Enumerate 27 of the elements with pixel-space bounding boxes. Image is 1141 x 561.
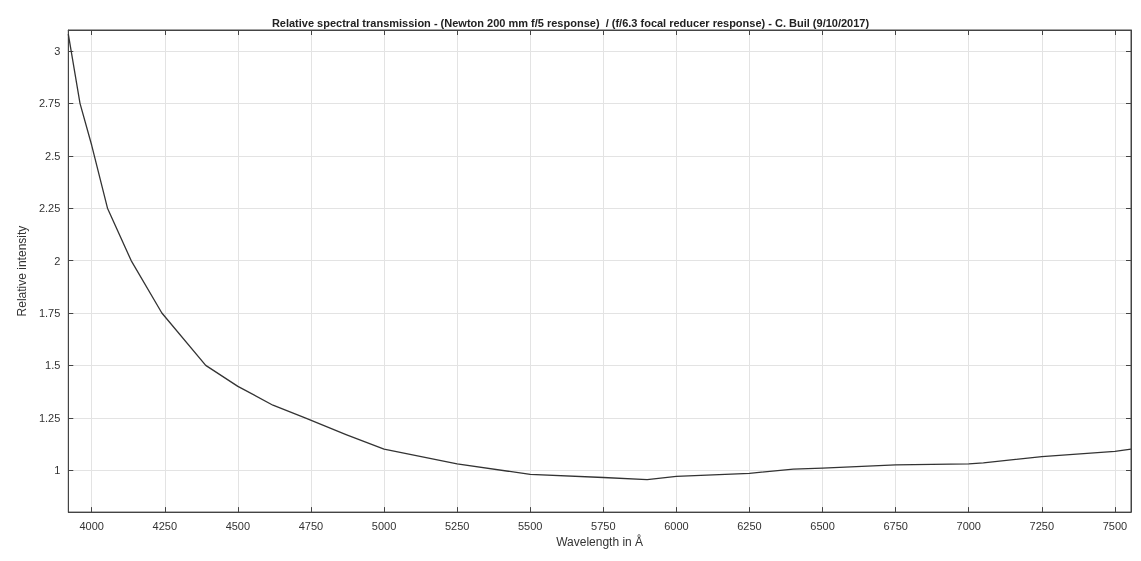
x-tick-label: 7250	[1029, 519, 1055, 532]
x-tick-label: 6250	[737, 519, 762, 532]
y-tick-label: 1.5	[45, 359, 61, 372]
x-tick-label: 5750	[591, 519, 616, 532]
y-tick-label: 1.25	[38, 411, 61, 424]
y-tick-label: 2.25	[38, 202, 61, 215]
x-tick-label: 7500	[1102, 519, 1128, 532]
x-tick-label: 4000	[79, 519, 104, 532]
y-tick-label: 1.75	[38, 306, 61, 319]
x-tick-label: 5250	[444, 519, 470, 532]
chart-title: Relative spectral transmission - (Newton 200 mm f/5 response) / (f/6.3 focal reducer response) - C. Buil (9/10/2017)	[271, 16, 870, 29]
y-tick-label: 2.75	[38, 97, 61, 110]
x-tick-label: 6500	[810, 519, 835, 532]
y-axis-title: Relative intensity	[15, 225, 29, 317]
x-tick-label: 7000	[956, 519, 981, 532]
y-tick-label: 2.5	[45, 149, 61, 162]
x-axis-title: Wavelength in Å	[556, 534, 644, 549]
y-tick-label: 1	[54, 464, 61, 477]
x-tick-label: 4750	[298, 519, 324, 532]
x-tick-label: 6750	[883, 519, 908, 532]
y-tick-label: 2	[54, 254, 61, 267]
x-tick-label: 4250	[152, 519, 178, 532]
x-tick-label: 4500	[225, 519, 251, 532]
x-tick-label: 6000	[664, 519, 689, 532]
x-tick-label: 5000	[371, 519, 397, 532]
y-tick-label: 3	[54, 44, 61, 57]
x-tick-label: 5500	[517, 519, 543, 532]
